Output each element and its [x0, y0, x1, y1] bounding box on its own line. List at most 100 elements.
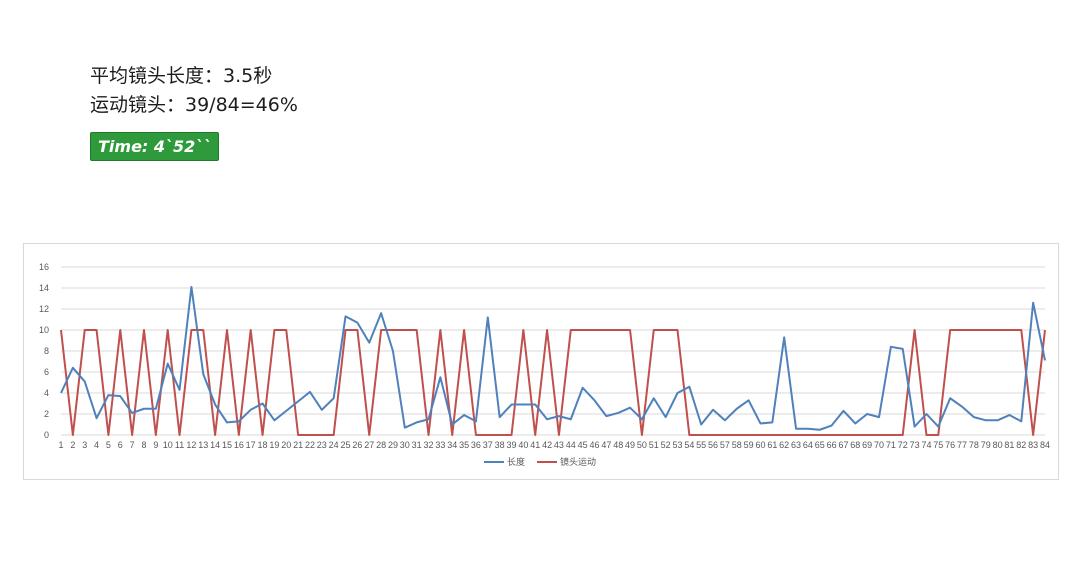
- y-tick-label: 10: [39, 325, 49, 335]
- time-badge: Time: 4`52``: [90, 132, 220, 161]
- x-tick-label: 43: [554, 440, 564, 450]
- x-tick-label: 17: [246, 440, 256, 450]
- y-tick-label: 0: [44, 430, 49, 440]
- x-tick-label: 20: [281, 440, 291, 450]
- x-tick-label: 54: [684, 440, 694, 450]
- x-tick-label: 8: [141, 440, 146, 450]
- motion-series-line: [60, 329, 1046, 436]
- x-tick-label: 31: [412, 440, 422, 450]
- x-tick-label: 7: [130, 440, 135, 450]
- x-tick-label: 74: [921, 440, 931, 450]
- x-tick-label: 27: [364, 440, 374, 450]
- x-tick-label: 4: [94, 440, 99, 450]
- x-tick-label: 11: [175, 440, 184, 450]
- x-tick-label: 80: [993, 440, 1003, 450]
- x-tick-label: 1: [58, 440, 63, 450]
- x-tick-label: 38: [495, 440, 505, 450]
- x-tick-label: 41: [530, 440, 540, 450]
- x-tick-label: 23: [317, 440, 327, 450]
- x-tick-label: 61: [767, 440, 777, 450]
- x-tick-label: 12: [186, 440, 196, 450]
- x-tick-label: 35: [459, 440, 469, 450]
- x-tick-label: 36: [471, 440, 481, 450]
- x-tick-label: 57: [720, 440, 730, 450]
- x-tick-label: 33: [435, 440, 445, 450]
- x-tick-label: 30: [400, 440, 410, 450]
- x-tick-label: 16: [234, 440, 244, 450]
- x-tick-label: 32: [424, 440, 434, 450]
- x-tick-label: 52: [661, 440, 671, 450]
- x-tick-label: 10: [163, 440, 173, 450]
- x-tick-label: 65: [815, 440, 825, 450]
- x-tick-label: 82: [1016, 440, 1026, 450]
- x-tick-label: 3: [82, 440, 87, 450]
- x-tick-label: 28: [376, 440, 386, 450]
- x-tick-label: 29: [388, 440, 398, 450]
- y-tick-label: 12: [39, 304, 49, 314]
- x-tick-label: 48: [613, 440, 623, 450]
- moving-shots-ratio-text: 运动镜头：39/84=46%: [90, 94, 298, 116]
- y-tick-label: 4: [44, 388, 49, 398]
- x-tick-label: 46: [589, 440, 599, 450]
- x-tick-label: 13: [198, 440, 208, 450]
- x-tick-label: 47: [601, 440, 611, 450]
- x-tick-label: 2: [70, 440, 75, 450]
- x-tick-label: 78: [969, 440, 979, 450]
- x-tick-label: 71: [886, 440, 896, 450]
- x-tick-label: 14: [210, 440, 220, 450]
- x-tick-label: 18: [258, 440, 268, 450]
- x-tick-label: 77: [957, 440, 967, 450]
- x-tick-label: 42: [542, 440, 552, 450]
- x-tick-label: 66: [827, 440, 837, 450]
- x-tick-label: 63: [791, 440, 801, 450]
- x-tick-label: 73: [910, 440, 920, 450]
- y-tick-label: 8: [44, 346, 49, 356]
- x-tick-label: 6: [118, 440, 123, 450]
- x-tick-label: 9: [153, 440, 158, 450]
- x-tick-label: 25: [341, 440, 351, 450]
- x-tick-label: 60: [755, 440, 765, 450]
- x-tick-label: 50: [637, 440, 647, 450]
- x-tick-label: 24: [329, 440, 339, 450]
- x-tick-label: 81: [1004, 440, 1014, 450]
- x-tick-label: 69: [862, 440, 872, 450]
- x-tick-label: 84: [1040, 440, 1050, 450]
- x-tick-label: 83: [1028, 440, 1038, 450]
- avg-shot-length-text: 平均镜头长度：3.5秒: [90, 65, 273, 87]
- y-tick-label: 16: [39, 262, 49, 272]
- x-tick-label: 39: [506, 440, 516, 450]
- x-tick-label: 64: [803, 440, 813, 450]
- y-tick-label: 14: [39, 283, 49, 293]
- y-tick-label: 6: [44, 367, 49, 377]
- x-tick-label: 21: [293, 440, 303, 450]
- x-tick-label: 70: [874, 440, 884, 450]
- x-tick-label: 34: [447, 440, 457, 450]
- x-tick-label: 37: [483, 440, 493, 450]
- x-tick-label: 56: [708, 440, 718, 450]
- x-tick-label: 22: [305, 440, 315, 450]
- x-tick-label: 68: [850, 440, 860, 450]
- y-tick-label: 2: [44, 409, 49, 419]
- x-tick-label: 19: [269, 440, 279, 450]
- x-tick-label: 49: [625, 440, 635, 450]
- x-tick-label: 58: [732, 440, 742, 450]
- x-tick-label: 15: [222, 440, 232, 450]
- x-tick-label: 26: [352, 440, 362, 450]
- legend-motion-label: 镜头运动: [560, 456, 596, 468]
- x-tick-label: 75: [933, 440, 943, 450]
- length-series-line: [60, 285, 1046, 431]
- x-tick-label: 45: [578, 440, 588, 450]
- x-tick-label: 79: [981, 440, 991, 450]
- x-tick-label: 67: [838, 440, 848, 450]
- x-tick-label: 62: [779, 440, 789, 450]
- x-tick-label: 76: [945, 440, 955, 450]
- x-tick-label: 40: [518, 440, 528, 450]
- x-tick-label: 55: [696, 440, 706, 450]
- x-tick-label: 59: [744, 440, 754, 450]
- x-tick-label: 51: [649, 440, 659, 450]
- x-tick-label: 44: [566, 440, 576, 450]
- line-chart: 0 2 4 6 8 10 12 14 16 1 2 3 4 5 6 7 8 9 10 11 12 13 14 15 16 17 18…: [23, 243, 1059, 480]
- x-tick-label: 5: [106, 440, 111, 450]
- legend-length-label: 长度: [507, 456, 525, 468]
